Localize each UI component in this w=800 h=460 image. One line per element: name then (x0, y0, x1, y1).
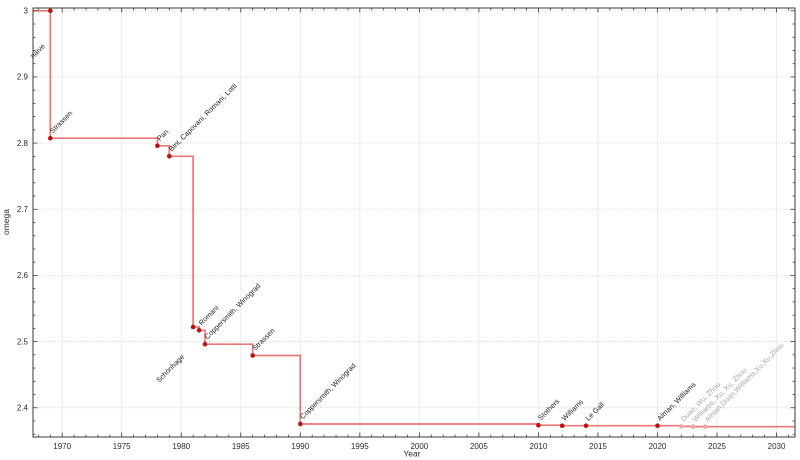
x-tick-label: 2000 (410, 442, 428, 451)
data-point-label: Strassen (250, 326, 276, 352)
y-axis-label: omega (1, 209, 11, 235)
data-point-marker (167, 154, 172, 159)
x-tick-label: 1980 (172, 442, 190, 451)
data-point-label: Bini, Capovani, Romani, Lotti (167, 81, 239, 153)
x-tick-label: 1970 (53, 442, 71, 451)
y-tick-label: 2.6 (17, 271, 29, 280)
x-tick-label: 2030 (768, 442, 786, 451)
plot-border (32, 7, 796, 438)
data-point-label: Williams (560, 397, 586, 423)
data-point-marker (679, 424, 684, 429)
data-point-marker (559, 423, 565, 429)
x-tick-label: 1975 (113, 442, 131, 451)
data-point-marker (655, 423, 660, 429)
data-point-marker (202, 341, 208, 347)
x-tick-label: 2025 (708, 442, 726, 451)
data-point-marker (298, 421, 303, 427)
y-tick-label: 2.5 (17, 337, 29, 346)
data-point-marker (702, 424, 708, 430)
x-tick-label: 2005 (470, 442, 488, 451)
data-point-label: Strassen (48, 109, 74, 135)
y-tick-label: 2.4 (17, 404, 29, 413)
data-point-label: Coppersmith, Winograd (298, 361, 358, 421)
x-tick-label: 1995 (351, 442, 369, 451)
data-point-marker (690, 424, 696, 429)
x-tick-label: 1985 (232, 442, 250, 451)
x-tick-label: 2010 (530, 442, 548, 451)
data-point-marker (250, 353, 255, 358)
y-tick-label: 2.7 (17, 205, 29, 214)
y-tick-label: 2.9 (17, 73, 29, 82)
data-point-marker (48, 135, 53, 141)
data-point-label: naive (28, 42, 47, 61)
y-tick-label: 3 (24, 7, 29, 16)
x-tick-label: 2015 (589, 442, 607, 451)
data-point-marker (583, 423, 589, 429)
data-point-marker (536, 422, 541, 428)
omega-step-line (33, 9, 795, 428)
data-point-marker (48, 8, 53, 14)
data-point-marker (190, 324, 196, 330)
data-point-label: Williams, Xu, Xu, Zhou (691, 366, 749, 424)
y-tick-label: 2.8 (17, 139, 29, 148)
data-point-label: Stothers (536, 397, 562, 423)
chart-generated-layer: 1970 1975 1980 1985 1990 1995 2000 2005 2010 2015… (17, 7, 796, 451)
x-tick-label: 1990 (291, 442, 309, 451)
x-tick-label: 2020 (649, 442, 667, 451)
data-point-marker (196, 328, 202, 333)
x-axis-label: Year (403, 449, 420, 459)
data-point-label: Le Gall (584, 400, 607, 423)
data-point-marker (155, 143, 160, 149)
